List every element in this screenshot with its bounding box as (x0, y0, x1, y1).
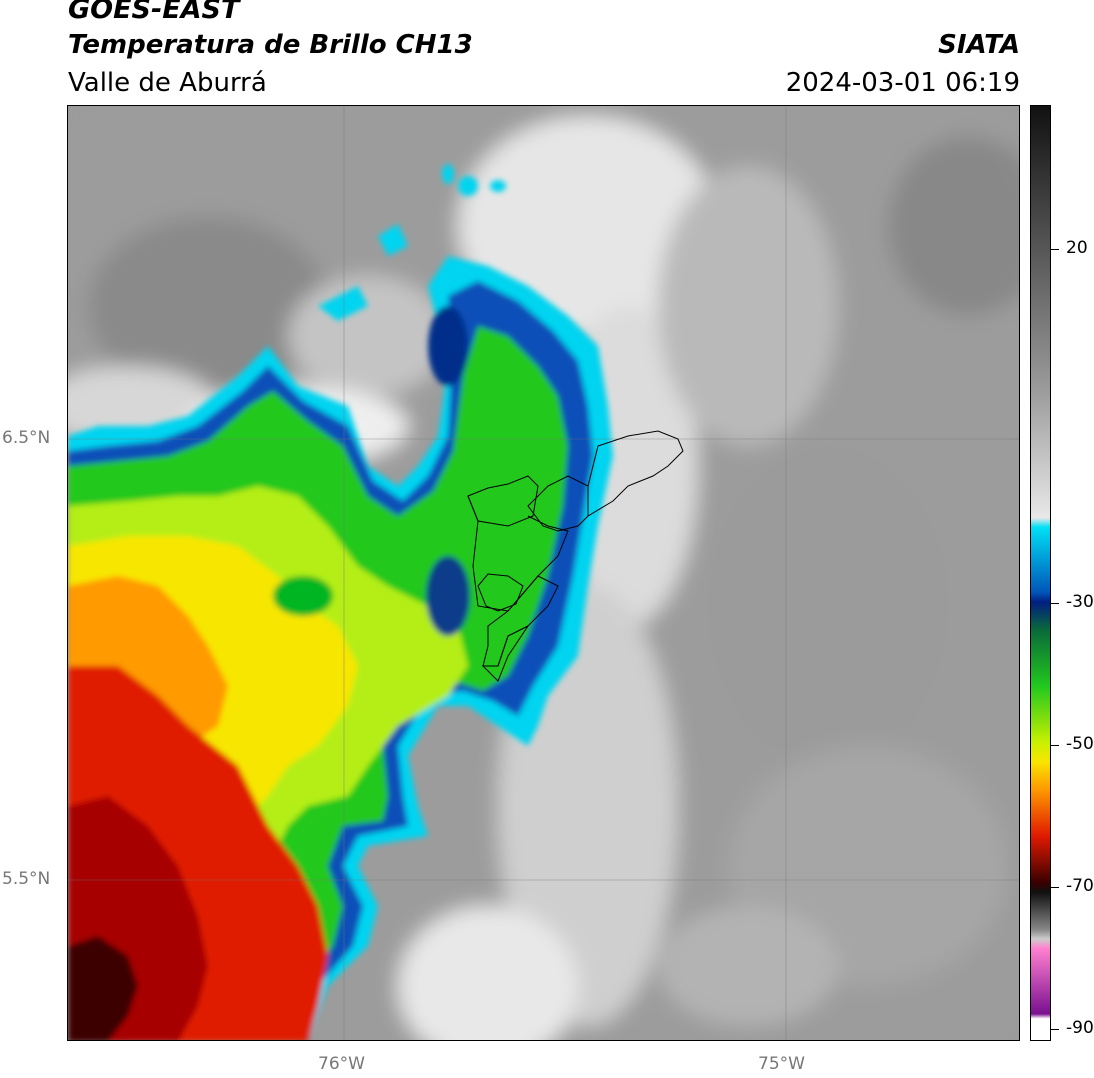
colorbar-label-neg30: -30 (1066, 592, 1094, 612)
cold-cloud-top (68, 256, 613, 1040)
timestamp-label: 2024-03-01 06:19 (785, 68, 1020, 98)
temperature-colorbar (1030, 105, 1051, 1041)
colorbar-label-neg50: -50 (1066, 734, 1094, 754)
colorbar-tick-neg70 (1051, 887, 1059, 888)
colorbar-label-neg70: -70 (1066, 876, 1094, 896)
municipality-boundaries (467, 430, 684, 682)
colorbar-tick-neg30 (1051, 603, 1059, 604)
colorbar-tick-neg50 (1051, 745, 1059, 746)
region-title: Valle de Aburrá (68, 68, 267, 98)
lat-label-6-5: 6.5°N (2, 428, 51, 448)
satellite-map[interactable] (67, 105, 1020, 1041)
agency-label: SIATA (938, 30, 1020, 60)
cloud-fragments (318, 164, 506, 321)
lon-label-75: 75°W (758, 1054, 805, 1074)
colorbar-label-neg90: -90 (1066, 1018, 1094, 1038)
lon-label-76: 76°W (318, 1054, 365, 1074)
gridlines (68, 106, 1019, 1040)
colorbar-gradient (1031, 106, 1050, 1040)
satellite-title: GOES-EAST (68, 0, 240, 25)
colorbar-tick-neg90 (1051, 1029, 1059, 1030)
colorbar-label-20: 20 (1066, 238, 1088, 258)
colorbar-tick-20 (1051, 249, 1059, 250)
map-canvas (68, 106, 1019, 1040)
product-title: Temperatura de Brillo CH13 (68, 30, 473, 60)
lat-label-5-5: 5.5°N (2, 869, 51, 889)
